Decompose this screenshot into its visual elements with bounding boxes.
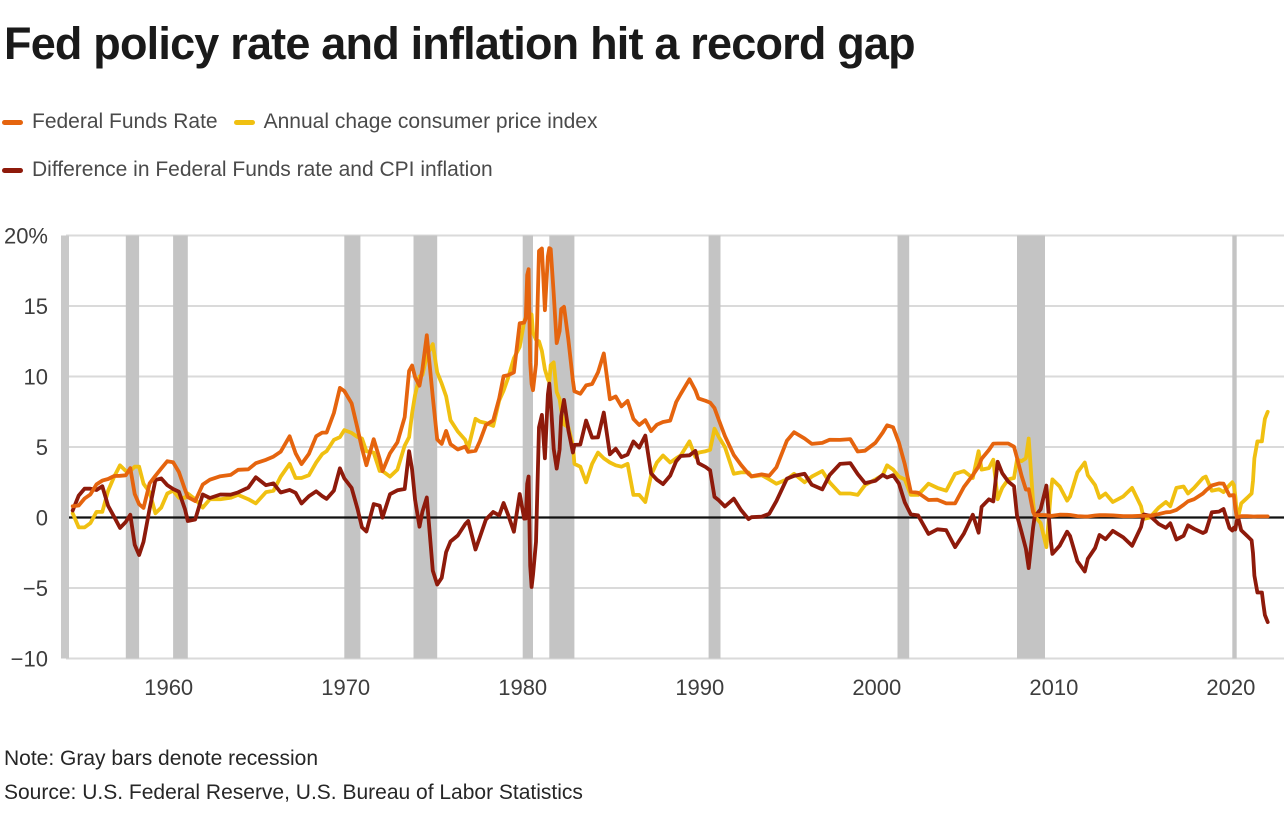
- chart-note: Note: Gray bars denote recession: [4, 747, 318, 770]
- legend-dash-dark-red-icon: [2, 167, 23, 173]
- x-tick-label: 1990: [675, 675, 724, 700]
- page-title: Fed policy rate and inflation hit a reco…: [4, 18, 916, 69]
- y-tick-label: 20%: [4, 224, 48, 249]
- y-tick-label: −5: [23, 576, 48, 601]
- legend-label-difference: Difference in Federal Funds rate and CPI…: [32, 158, 493, 181]
- y-tick-label: 10: [24, 365, 48, 390]
- x-tick-label: 1960: [144, 675, 193, 700]
- recession-band: [897, 235, 910, 659]
- y-tick-label: 0: [36, 506, 48, 531]
- recession-band: [522, 235, 533, 659]
- x-tick-label: 1970: [321, 675, 370, 700]
- x-tick-label: 2020: [1206, 675, 1255, 700]
- legend-dash-orange-icon: [2, 119, 23, 125]
- recession-band: [708, 235, 721, 659]
- series-line-cpi-inflation: [70, 306, 1270, 549]
- legend-item-difference: Difference in Federal Funds rate and CPI…: [2, 158, 493, 182]
- legend-label-federal-funds-rate: Federal Funds Rate: [32, 110, 218, 133]
- y-tick-label: −10: [11, 647, 48, 672]
- y-tick-label: 5: [36, 435, 48, 460]
- x-tick-label: 2000: [852, 675, 901, 700]
- recession-band: [413, 235, 438, 659]
- y-tick-label: 15: [24, 294, 48, 319]
- recession-band: [344, 235, 361, 659]
- legend-row-2: Difference in Federal Funds rate and CPI…: [2, 158, 493, 182]
- y-axis-bar: [61, 235, 69, 659]
- legend-row-1: Federal Funds Rate Annual chage consumer…: [2, 110, 597, 134]
- x-tick-label: 2010: [1029, 675, 1078, 700]
- legend-dash-yellow-icon: [233, 119, 255, 125]
- recession-band: [173, 235, 188, 659]
- legend-item-federal-funds-rate: Federal Funds Rate: [2, 110, 218, 134]
- legend-item-cpi: Annual chage consumer price index: [233, 110, 598, 134]
- chart-source: Source: U.S. Federal Reserve, U.S. Burea…: [4, 781, 583, 804]
- series-line-difference-ffr-cpi: [70, 381, 1270, 624]
- x-tick-label: 1980: [498, 675, 547, 700]
- series-line-federal-funds-rate: [70, 246, 1270, 519]
- legend-label-cpi: Annual chage consumer price index: [263, 110, 598, 133]
- recession-band: [125, 235, 140, 659]
- recession-band: [1232, 235, 1237, 659]
